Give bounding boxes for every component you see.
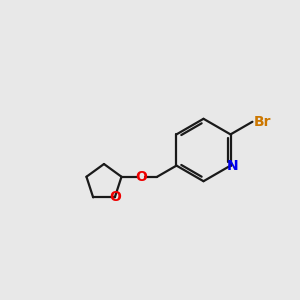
Text: N: N	[227, 159, 239, 172]
Text: Br: Br	[254, 115, 272, 129]
Text: O: O	[135, 170, 147, 184]
Text: O: O	[109, 190, 121, 204]
